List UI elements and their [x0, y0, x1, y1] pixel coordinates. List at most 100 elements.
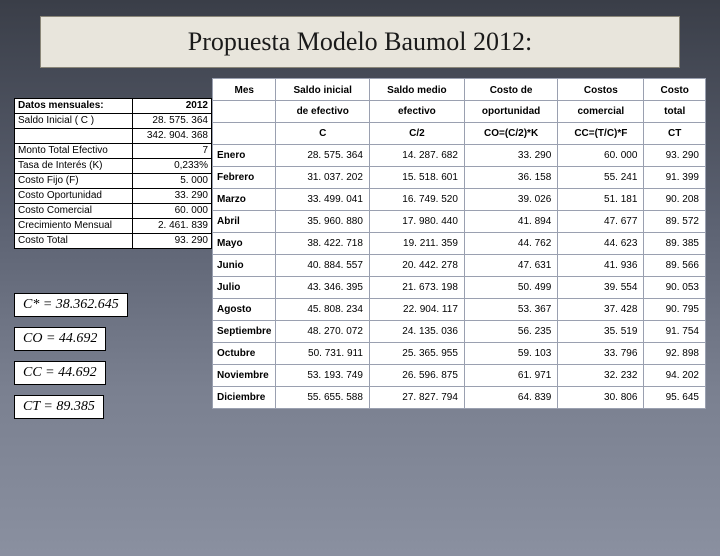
formula-box: CT = 89.385	[14, 395, 104, 419]
params-row: Monto Total Efectivo7	[15, 144, 212, 159]
params-value: 342. 904. 368	[132, 129, 211, 144]
cell-mes: Septiembre	[213, 321, 276, 343]
params-row: Tasa de Interés (K)0,233%	[15, 159, 212, 174]
cell-c: 48. 270. 072	[276, 321, 369, 343]
cell-c: 28. 575. 364	[276, 145, 369, 167]
cell-c2: 20. 442. 278	[369, 255, 464, 277]
cell-ct: 91. 754	[644, 321, 706, 343]
th-costos: Costos	[558, 79, 644, 101]
params-row: Crecimiento Mensual2. 461. 839	[15, 219, 212, 234]
cell-mes: Julio	[213, 277, 276, 299]
formulas-block: C* = 38.362.645CO = 44.692CC = 44.692CT …	[14, 293, 212, 429]
table-row: Marzo33. 499. 04116. 749. 52039. 02651. …	[213, 189, 706, 211]
cell-ct: 90. 795	[644, 299, 706, 321]
cell-cc: 60. 000	[558, 145, 644, 167]
cell-c: 35. 960. 880	[276, 211, 369, 233]
cell-c: 43. 346. 395	[276, 277, 369, 299]
params-label	[15, 129, 133, 144]
table-row: Febrero31. 037. 20215. 518. 60136. 15855…	[213, 167, 706, 189]
table-row: Abril35. 960. 88017. 980. 44041. 89447. …	[213, 211, 706, 233]
params-label: Costo Total	[15, 234, 133, 249]
cell-c: 50. 731. 911	[276, 343, 369, 365]
params-label: Costo Oportunidad	[15, 189, 133, 204]
cell-mes: Mayo	[213, 233, 276, 255]
params-value: 5. 000	[132, 174, 211, 189]
cell-cc: 39. 554	[558, 277, 644, 299]
params-value: 2. 461. 839	[132, 219, 211, 234]
th-efectivo: efectivo	[369, 101, 464, 123]
cell-mes: Febrero	[213, 167, 276, 189]
params-row: Costo Total93. 290	[15, 234, 212, 249]
cell-mes: Octubre	[213, 343, 276, 365]
table-row: Diciembre55. 655. 58827. 827. 79464. 839…	[213, 387, 706, 409]
table-row: Mayo38. 422. 71819. 211. 35944. 76244. 6…	[213, 233, 706, 255]
table-row: Junio40. 884. 55720. 442. 27847. 63141. …	[213, 255, 706, 277]
th-saldo-medio: Saldo medio	[369, 79, 464, 101]
params-label: Crecimiento Mensual	[15, 219, 133, 234]
cell-ct: 89. 566	[644, 255, 706, 277]
cell-ct: 90. 053	[644, 277, 706, 299]
cell-c2: 19. 211. 359	[369, 233, 464, 255]
cell-c: 33. 499. 041	[276, 189, 369, 211]
table-row: Octubre50. 731. 91125. 365. 95559. 10333…	[213, 343, 706, 365]
table-row: Enero28. 575. 36414. 287. 68233. 29060. …	[213, 145, 706, 167]
cell-cc: 55. 241	[558, 167, 644, 189]
cell-c2: 21. 673. 198	[369, 277, 464, 299]
cell-mes: Abril	[213, 211, 276, 233]
params-row: Costo Comercial60. 000	[15, 204, 212, 219]
th-saldo-inicial: Saldo inicial	[276, 79, 369, 101]
th-costo: Costo	[644, 79, 706, 101]
params-row: 342. 904. 368	[15, 129, 212, 144]
cell-co: 56. 235	[464, 321, 557, 343]
params-row: Saldo Inicial ( C )28. 575. 364	[15, 114, 212, 129]
cell-c: 38. 422. 718	[276, 233, 369, 255]
cell-cc: 41. 936	[558, 255, 644, 277]
cell-mes: Noviembre	[213, 365, 276, 387]
cell-co: 64. 839	[464, 387, 557, 409]
cell-co: 36. 158	[464, 167, 557, 189]
th-mes: Mes	[213, 79, 276, 101]
cell-co: 47. 631	[464, 255, 557, 277]
table-row: Julio43. 346. 39521. 673. 19850. 49939. …	[213, 277, 706, 299]
cell-co: 41. 894	[464, 211, 557, 233]
cell-ct: 92. 898	[644, 343, 706, 365]
cell-cc: 37. 428	[558, 299, 644, 321]
params-row: Costo Fijo (F)5. 000	[15, 174, 212, 189]
params-value: 33. 290	[132, 189, 211, 204]
main-table-wrap: Mes Saldo inicial Saldo medio Costo de C…	[212, 78, 706, 409]
params-value: 7	[132, 144, 211, 159]
cell-c2: 16. 749. 520	[369, 189, 464, 211]
cell-ct: 94. 202	[644, 365, 706, 387]
cell-co: 61. 971	[464, 365, 557, 387]
cell-mes: Junio	[213, 255, 276, 277]
cell-c2: 26. 596. 875	[369, 365, 464, 387]
th-c2: C/2	[369, 123, 464, 145]
params-header-right: 2012	[132, 99, 211, 114]
cell-ct: 90. 208	[644, 189, 706, 211]
cell-ct: 89. 385	[644, 233, 706, 255]
left-panel: Datos mensuales: 2012 Saldo Inicial ( C …	[14, 98, 212, 429]
table-row: Noviembre53. 193. 74926. 596. 87561. 971…	[213, 365, 706, 387]
cell-co: 33. 290	[464, 145, 557, 167]
th-costo-de: Costo de	[464, 79, 557, 101]
params-label: Monto Total Efectivo	[15, 144, 133, 159]
params-label: Costo Comercial	[15, 204, 133, 219]
main-table: Mes Saldo inicial Saldo medio Costo de C…	[212, 78, 706, 409]
cell-mes: Agosto	[213, 299, 276, 321]
th-blank2	[213, 123, 276, 145]
cell-c: 55. 655. 588	[276, 387, 369, 409]
params-value: 28. 575. 364	[132, 114, 211, 129]
cell-c2: 24. 135. 036	[369, 321, 464, 343]
formula-box: C* = 38.362.645	[14, 293, 128, 317]
cell-co: 59. 103	[464, 343, 557, 365]
cell-mes: Enero	[213, 145, 276, 167]
cell-cc: 30. 806	[558, 387, 644, 409]
cell-c: 31. 037. 202	[276, 167, 369, 189]
cell-cc: 33. 796	[558, 343, 644, 365]
th-c: C	[276, 123, 369, 145]
cell-c2: 15. 518. 601	[369, 167, 464, 189]
cell-co: 50. 499	[464, 277, 557, 299]
params-value: 60. 000	[132, 204, 211, 219]
cell-c2: 17. 980. 440	[369, 211, 464, 233]
table-row: Septiembre48. 270. 07224. 135. 03656. 23…	[213, 321, 706, 343]
